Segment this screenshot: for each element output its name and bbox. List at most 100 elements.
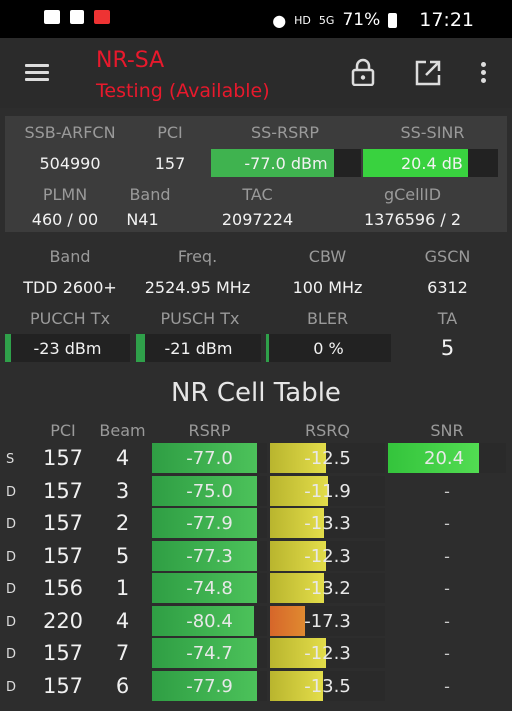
app-bar: NR-SA Testing (Available)	[0, 38, 512, 108]
row-rsrq-meter: -13.5	[270, 671, 385, 701]
row-rsrq-value: -17.3	[304, 610, 351, 632]
row-beam: 4	[115, 609, 130, 633]
row-snr-value: -	[444, 514, 450, 533]
pucch-value: -23 dBm	[33, 338, 102, 358]
row-snr-value: -	[444, 644, 450, 663]
row-rsrq-fill	[270, 508, 325, 538]
row-rsrp-fill	[152, 638, 257, 668]
row-type: D	[6, 485, 17, 500]
pci-label: PCI	[157, 123, 183, 142]
band-value: N41	[126, 210, 159, 229]
ss-sinr-fill	[363, 149, 469, 177]
row-snr-fill	[388, 443, 479, 473]
row-rsrp-meter: -77.9	[152, 508, 267, 538]
tac-value: 2097224	[221, 210, 294, 229]
row-type: D	[6, 647, 17, 662]
pusch-meter: -21 dBm	[136, 334, 261, 362]
menu-icon[interactable]	[25, 64, 49, 82]
row-rsrp-value: -75.0	[186, 480, 233, 502]
row-rsrp-fill	[152, 671, 257, 701]
row-rsrp-value: -77.9	[186, 675, 233, 697]
row-rsrq-fill	[270, 671, 323, 701]
row-snr-value: -	[444, 612, 450, 631]
col-rsrp: RSRP	[188, 421, 231, 440]
row-rsrp-fill	[152, 573, 257, 603]
row-rsrq-value: -12.5	[304, 447, 351, 469]
row-beam: 3	[115, 479, 130, 503]
open-external-icon[interactable]	[415, 60, 441, 86]
bler-fill	[266, 334, 269, 362]
row-rsrp-meter: -77.0	[152, 443, 267, 473]
row-rsrp-fill	[152, 443, 257, 473]
gcellid-value: 1376596 / 2	[364, 210, 461, 229]
row-snr-value: -	[444, 677, 450, 696]
row-pci: 157	[42, 641, 84, 665]
ss-sinr-meter: 20.4 dB	[363, 149, 498, 177]
row-rsrq-fill	[270, 443, 327, 473]
row-rsrp-meter: -80.4	[152, 606, 267, 636]
row-rsrp-value: -80.4	[186, 610, 233, 632]
more-vert-icon[interactable]	[480, 62, 488, 86]
row-rsrq-meter: -12.3	[270, 638, 385, 668]
row-rsrq-meter: -13.2	[270, 573, 385, 603]
col-snr: SNR	[430, 421, 464, 440]
row-rsrq-fill	[270, 573, 325, 603]
row-beam: 4	[115, 446, 130, 470]
col-pci: PCI	[50, 421, 76, 440]
ss-rsrp-value: -77.0 dBm	[244, 153, 328, 173]
row-rsrp-meter: -75.0	[152, 476, 267, 506]
net-5g: 5G	[318, 13, 335, 27]
row-rsrq-value: -12.3	[304, 642, 351, 664]
row-pci: 157	[42, 511, 84, 535]
row-rsrp-value: -74.8	[186, 577, 233, 599]
row-rsrq-meter: -12.3	[270, 541, 385, 571]
gcellid-label: gCellID	[383, 185, 442, 204]
ta-value: 5	[440, 336, 455, 360]
location-icon: ●	[272, 10, 287, 30]
row-type: D	[6, 582, 17, 597]
col-beam: Beam	[99, 421, 146, 440]
pusch-value: -21 dBm	[164, 338, 233, 358]
row-type: D	[6, 680, 17, 695]
ss-sinr-value: 20.4 dB	[401, 153, 463, 173]
tac-label: TAC	[242, 185, 273, 204]
plmn-label: PLMN	[42, 185, 88, 204]
row-rsrp-value: -74.7	[186, 642, 233, 664]
lock-icon[interactable]	[351, 58, 375, 86]
bler-label: BLER	[306, 309, 349, 328]
row-type: D	[6, 517, 17, 532]
signal-icon	[70, 10, 84, 24]
row-rsrq-fill	[270, 638, 327, 668]
row-pci: 157	[42, 674, 84, 698]
row-type: S	[6, 452, 15, 467]
row-rsrq-fill	[270, 541, 327, 571]
pusch-fill	[136, 334, 145, 362]
row-rsrp-fill	[152, 508, 257, 538]
row-rsrp-value: -77.0	[186, 447, 233, 469]
row-pci: 157	[42, 479, 84, 503]
row-beam: 7	[115, 641, 130, 665]
row-beam: 6	[115, 674, 130, 698]
row-rsrp-fill	[152, 606, 255, 636]
pci-value: 157	[154, 154, 186, 173]
row-snr-value: -	[444, 579, 450, 598]
freq-value: 2524.95 MHz	[144, 278, 251, 297]
row-rsrp-fill	[152, 541, 257, 571]
row-pci: 220	[42, 609, 84, 633]
row-type: D	[6, 550, 17, 565]
row-rsrp-value: -77.9	[186, 512, 233, 534]
row-beam: 5	[115, 544, 130, 568]
carrier-band-value: TDD 2600+	[23, 278, 117, 297]
bler-meter: 0 %	[266, 334, 391, 362]
app-title: NR-SA	[96, 48, 165, 73]
row-rsrq-meter: -17.3	[270, 606, 385, 636]
col-rsrq: RSRQ	[305, 421, 350, 440]
ta-label: TA	[437, 309, 458, 328]
row-beam: 1	[115, 576, 130, 600]
pucch-label: PUCCH Tx	[29, 309, 111, 328]
clock: 17:21	[419, 9, 474, 31]
row-rsrq-meter: -13.3	[270, 508, 385, 538]
pucch-fill	[5, 334, 12, 362]
row-rsrq-value: -13.3	[304, 512, 351, 534]
band-label: Band	[129, 185, 171, 204]
